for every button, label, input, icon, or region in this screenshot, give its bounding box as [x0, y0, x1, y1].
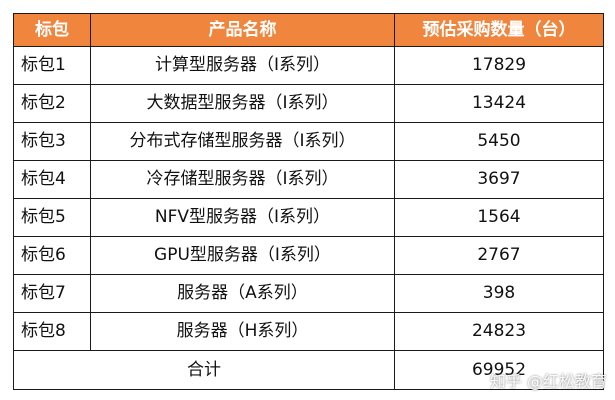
header-package: 标包	[13, 13, 91, 47]
product-cell: 分布式存储型服务器（I系列）	[90, 122, 395, 161]
quantity-cell: 2767	[394, 236, 604, 275]
quantity-cell: 13424	[394, 84, 604, 123]
total-row: 合计 69952	[13, 350, 604, 390]
table-header-row: 标包 产品名称 预估采购数量（台）	[13, 13, 604, 47]
procurement-table: 标包 产品名称 预估采购数量（台） 标包1 计算型服务器（I系列） 17829 …	[13, 13, 604, 390]
product-cell: 服务器（A系列）	[90, 274, 395, 313]
product-cell: 服务器（H系列）	[90, 312, 395, 351]
product-cell: GPU型服务器（I系列）	[90, 236, 395, 275]
package-cell: 标包8	[13, 312, 91, 351]
package-cell: 标包3	[13, 122, 91, 161]
product-cell: 冷存储型服务器（I系列）	[90, 160, 395, 199]
table-row: 标包4 冷存储型服务器（I系列） 3697	[13, 160, 604, 199]
quantity-cell: 24823	[394, 312, 604, 351]
table-row: 标包8 服务器（H系列） 24823	[13, 312, 604, 351]
package-cell: 标包2	[13, 84, 91, 123]
package-cell: 标包1	[13, 46, 91, 85]
table-row: 标包6 GPU型服务器（I系列） 2767	[13, 236, 604, 275]
table-row: 标包7 服务器（A系列） 398	[13, 274, 604, 313]
package-cell: 标包5	[13, 198, 91, 237]
table-row: 标包2 大数据型服务器（I系列） 13424	[13, 84, 604, 123]
header-product-name: 产品名称	[90, 13, 395, 47]
quantity-cell: 1564	[394, 198, 604, 237]
header-estimated-quantity: 预估采购数量（台）	[394, 13, 604, 47]
product-cell: 计算型服务器（I系列）	[90, 46, 395, 85]
quantity-cell: 17829	[394, 46, 604, 85]
quantity-cell: 5450	[394, 122, 604, 161]
product-cell: NFV型服务器（I系列）	[90, 198, 395, 237]
product-cell: 大数据型服务器（I系列）	[90, 84, 395, 123]
quantity-cell: 398	[394, 274, 604, 313]
total-quantity: 69952	[394, 350, 604, 390]
package-cell: 标包6	[13, 236, 91, 275]
quantity-cell: 3697	[394, 160, 604, 199]
total-label: 合计	[13, 350, 395, 390]
package-cell: 标包7	[13, 274, 91, 313]
table-row: 标包3 分布式存储型服务器（I系列） 5450	[13, 122, 604, 161]
table-row: 标包5 NFV型服务器（I系列） 1564	[13, 198, 604, 237]
table-row: 标包1 计算型服务器（I系列） 17829	[13, 46, 604, 85]
procurement-table-container: 标包 产品名称 预估采购数量（台） 标包1 计算型服务器（I系列） 17829 …	[13, 13, 604, 390]
package-cell: 标包4	[13, 160, 91, 199]
watermark: 知乎 @红松教育	[489, 372, 607, 391]
